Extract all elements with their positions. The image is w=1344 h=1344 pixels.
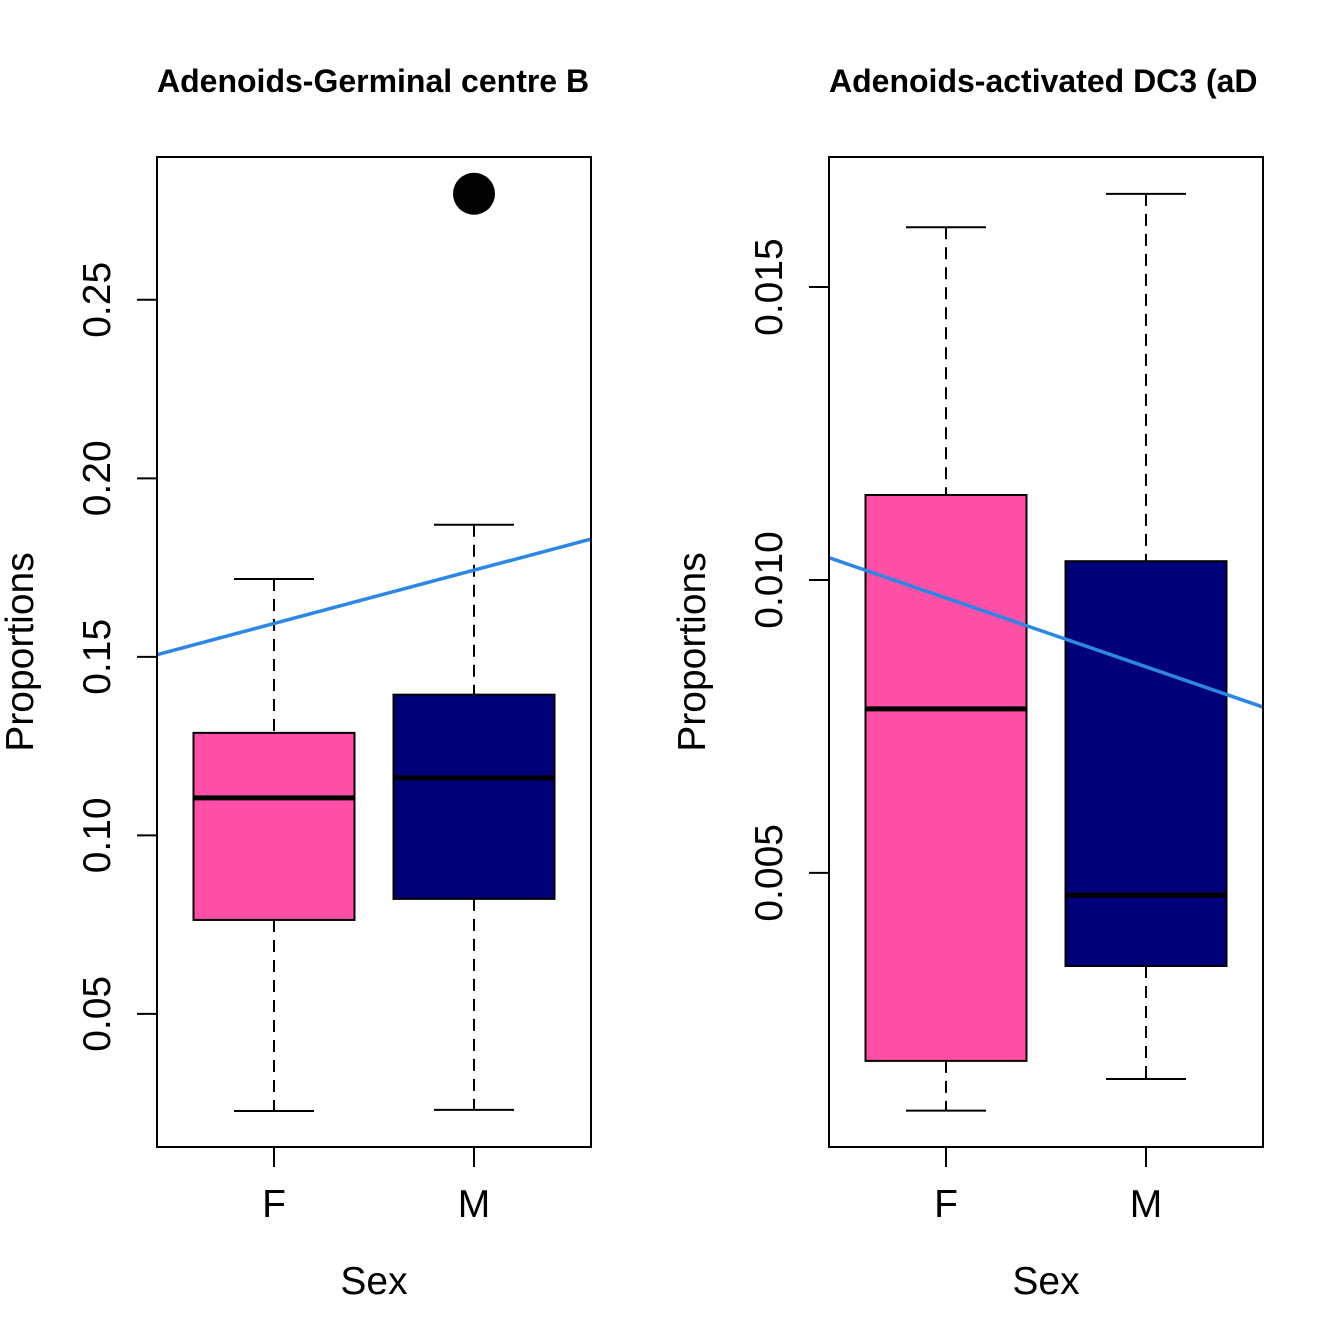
box-m	[392, 172, 556, 1111]
y-axis-label: Proportions	[0, 552, 42, 751]
x-tick-label-f: F	[262, 1183, 286, 1226]
x-tick-label-m: M	[1130, 1183, 1163, 1226]
x-axis-label: Sex	[340, 1260, 408, 1303]
y-tick-label: 0.20	[76, 440, 119, 516]
box-f	[864, 226, 1028, 1112]
x-tick-label-f: F	[934, 1183, 958, 1226]
x-axis-label: Sex	[1012, 1260, 1080, 1303]
panel-germinal-centre-b: Adenoids-Germinal centre B Proportions S…	[0, 63, 592, 1303]
iqr-box	[864, 494, 1028, 1062]
y-tick-label: 0.15	[76, 619, 119, 695]
trend-line	[828, 556, 1264, 709]
iqr-box	[392, 693, 556, 900]
iqr-box	[192, 731, 356, 921]
plot-frame	[156, 156, 592, 1148]
y-axis-label: Proportions	[671, 552, 714, 751]
panel-title: Adenoids-activated DC3 (aD	[829, 63, 1258, 99]
y-tick-label: 0.010	[748, 531, 791, 629]
box-f	[192, 577, 356, 1112]
panel-activated-dc3: Adenoids-activated DC3 (aD Proportions S…	[671, 63, 1264, 1303]
plot-frame	[828, 156, 1264, 1148]
box-m	[1064, 192, 1228, 1081]
y-tick-label: 0.10	[76, 797, 119, 873]
y-tick-label: 0.25	[76, 262, 119, 338]
outlier-point	[453, 172, 495, 215]
trend-line	[156, 537, 592, 657]
y-tick-label: 0.05	[76, 976, 119, 1052]
iqr-box	[1064, 560, 1228, 967]
panel-title: Adenoids-Germinal centre B	[157, 63, 589, 99]
x-tick-label-m: M	[458, 1183, 491, 1226]
y-tick-label: 0.015	[748, 238, 791, 336]
y-tick-label: 0.005	[748, 824, 791, 922]
